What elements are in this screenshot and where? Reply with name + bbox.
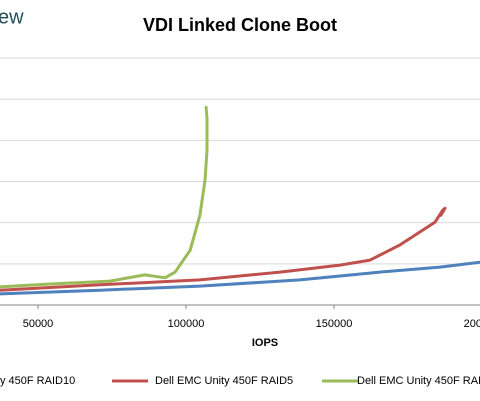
series-line	[0, 105, 209, 289]
legend-label: y 450F RAID10	[0, 375, 75, 387]
x-tick-label: 150000	[316, 318, 353, 330]
x-tick-label: 100000	[168, 318, 205, 330]
chart-title: VDI Linked Clone Boot	[143, 15, 337, 35]
x-tick-label: 50000	[23, 318, 54, 330]
series-line	[0, 206, 447, 292]
legend-label: Dell EMC Unity 450F RAID	[357, 375, 480, 387]
x-tick-label: 200000	[464, 318, 480, 330]
legend-label: Dell EMC Unity 450F RAID5	[155, 375, 293, 387]
logo: ew	[0, 6, 24, 28]
x-axis-label: IOPS	[252, 337, 278, 349]
series-line	[0, 260, 480, 296]
